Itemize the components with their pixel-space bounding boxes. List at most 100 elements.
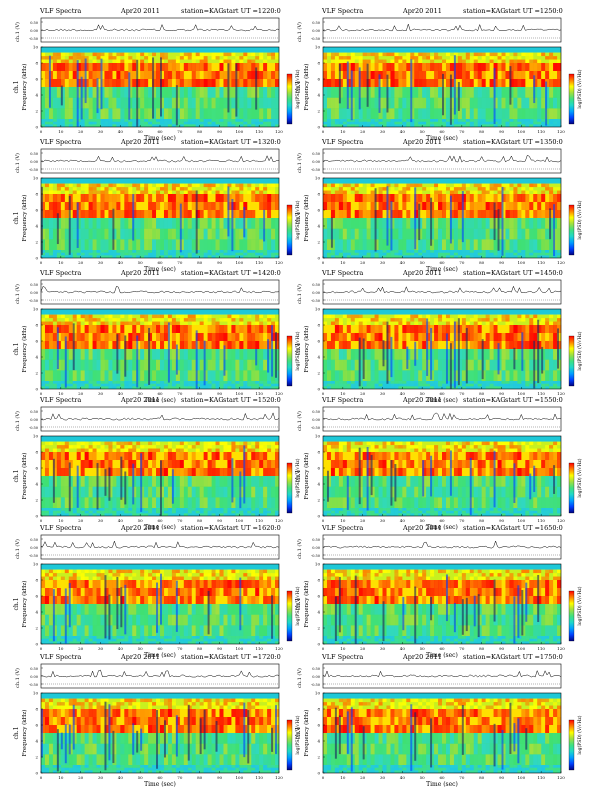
spectrogram-cell — [375, 315, 379, 318]
spectrogram-cell — [53, 218, 57, 229]
spectrogram-cell — [259, 53, 263, 56]
spectrogram-cell — [101, 253, 105, 256]
spectrogram-cell — [57, 511, 61, 514]
spectrogram-cell — [188, 322, 192, 325]
spectrogram-cell — [148, 184, 152, 187]
spectrogram-cell — [65, 511, 69, 514]
spectrogram-cell — [144, 194, 148, 202]
spectrogram-cell — [339, 202, 343, 210]
spectrogram-cell — [124, 119, 128, 122]
spectrogram-cell — [394, 56, 398, 59]
spectrogram-cell — [104, 191, 108, 194]
spectrogram-cell — [259, 184, 263, 187]
spectrogram-cell — [446, 79, 450, 87]
spectrogram-cell — [124, 386, 128, 389]
spectrogram-cell — [216, 318, 220, 321]
spectrogram-cell — [383, 250, 387, 253]
spectrogram-cell — [545, 360, 549, 371]
spectrogram-cell — [57, 124, 61, 127]
spectrogram-cell — [112, 108, 116, 119]
spectrogram-cell — [116, 71, 120, 79]
spectrogram-cell — [502, 349, 506, 360]
spectrogram-cell — [371, 98, 375, 109]
spectrogram-cell — [188, 194, 192, 202]
spectrogram-streak — [196, 330, 198, 388]
spectrogram-cell — [402, 71, 406, 79]
spectrogram-cell — [549, 194, 553, 202]
spectrogram-cell — [363, 325, 367, 333]
spectrogram-cell — [430, 322, 434, 325]
spectrogram-cell — [390, 108, 394, 119]
spectrogram-cell — [363, 124, 367, 127]
spectrogram-cell — [498, 194, 502, 202]
spectrogram-cell — [235, 341, 239, 349]
spectrogram-cell — [239, 360, 243, 371]
spectrogram-cell — [505, 53, 509, 56]
waveform-tick-label: -0.50 — [311, 299, 320, 303]
spectrogram-cell — [363, 250, 367, 253]
spectrogram-cell — [367, 360, 371, 371]
spectrogram-cell — [212, 87, 216, 98]
spectrogram-cell — [243, 315, 247, 318]
spectrogram-cell — [422, 360, 426, 371]
spectrogram-cell — [196, 255, 200, 258]
spectrogram-cell — [375, 124, 379, 127]
spectrogram-cell — [53, 360, 57, 371]
spectrogram-cell — [446, 184, 450, 187]
spectrogram-cell — [422, 79, 426, 87]
spectrogram-cell — [89, 511, 93, 514]
spectrogram-cell — [61, 239, 65, 250]
spectrogram-cell — [184, 124, 188, 127]
spectrogram-cell — [275, 202, 279, 210]
panel-header-station: station=KAG — [181, 269, 224, 277]
spectrogram-cell — [61, 187, 65, 190]
spectrogram-cell — [533, 194, 537, 202]
spectrogram-cell — [383, 98, 387, 109]
spectrogram-cell — [120, 56, 124, 59]
spectrogram-cell — [89, 386, 93, 389]
spectrogram-cell — [65, 191, 69, 194]
time-tick-label: 30 — [380, 129, 386, 134]
time-tick-label: 30 — [98, 129, 104, 134]
spectrogram-streak — [533, 341, 535, 388]
spectrogram-cell — [93, 119, 97, 122]
spectrogram-cell — [418, 253, 422, 256]
spectrogram-cell — [462, 79, 466, 87]
spectrogram-cell — [454, 124, 458, 127]
spectrogram-cell — [549, 255, 553, 258]
spectrogram-cell — [140, 71, 144, 79]
spectrogram-cell — [168, 124, 172, 127]
spectrogram-cell — [196, 53, 200, 56]
spectrogram-cell — [414, 79, 418, 87]
spectrogram-cell — [160, 315, 164, 318]
spectrogram-cell — [434, 202, 438, 210]
spectrogram-cell — [247, 194, 251, 202]
spectrogram-cell — [108, 53, 112, 56]
waveform-axis-label: ch.1 (V) — [296, 22, 303, 42]
spectrogram-cell — [430, 124, 434, 127]
spectrogram-cell — [251, 202, 255, 210]
spectrogram-cell — [438, 253, 442, 256]
spectrogram-cell — [188, 253, 192, 256]
spectrogram-cell — [442, 333, 446, 341]
spectrogram-cell — [69, 56, 73, 59]
spectrogram-cell — [474, 229, 478, 240]
spectrogram-cell — [57, 98, 61, 109]
spectrogram-cell — [247, 60, 251, 63]
spectrogram-cell — [410, 360, 414, 371]
spectrogram-cell — [259, 322, 263, 325]
spectrogram-cell — [505, 384, 509, 387]
spectrogram-cell — [53, 63, 57, 71]
spectrogram-cell — [478, 108, 482, 119]
spectrogram-cell — [351, 325, 355, 333]
spectrogram-cell — [426, 124, 430, 127]
spectrogram-cell — [247, 56, 251, 59]
spectrogram-cell — [227, 318, 231, 321]
spectrogram-cell — [73, 315, 77, 318]
spectrogram-cell — [474, 71, 478, 79]
spectrogram-cell — [65, 187, 69, 190]
spectrogram-cell — [132, 333, 136, 341]
spectrogram-cell — [104, 229, 108, 240]
spectrogram-cell — [426, 79, 430, 87]
spectrogram-cell — [136, 210, 140, 218]
